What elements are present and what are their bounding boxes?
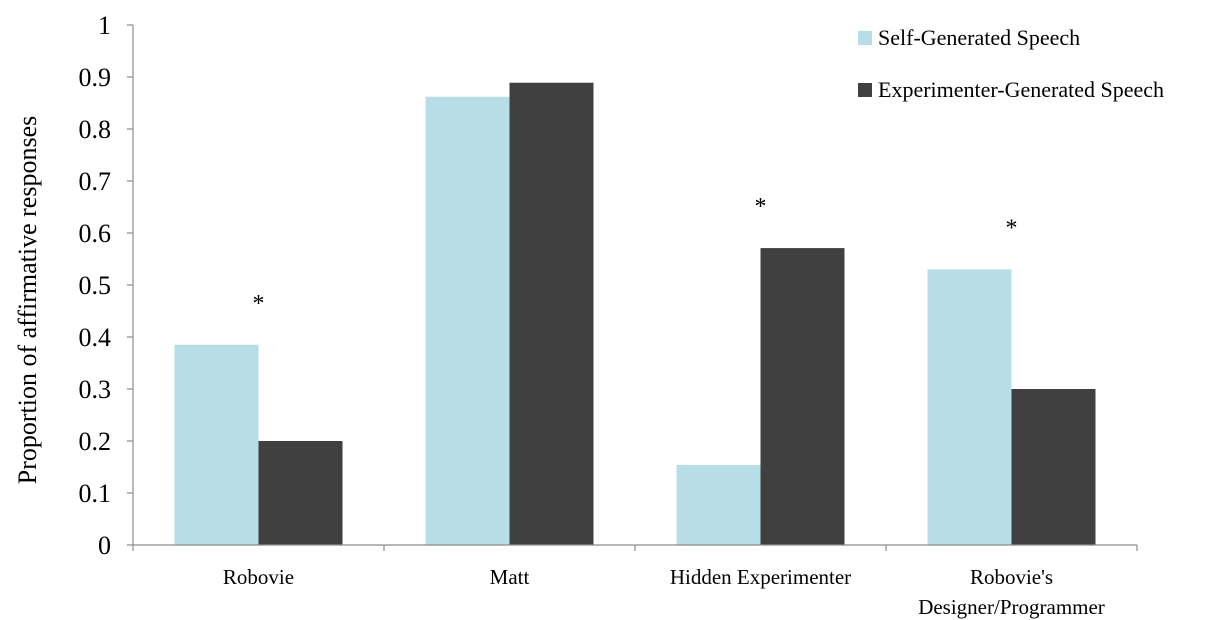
x-tick-label-line: Robovie's — [970, 565, 1053, 589]
x-tick-label: Matt — [490, 565, 530, 589]
x-tick-label: Robovie — [223, 565, 294, 589]
y-tick-label: 0.2 — [79, 427, 112, 456]
bar-experimenter-generated — [1011, 389, 1096, 545]
significance-asterisk: * — [755, 194, 767, 220]
significance-asterisk: * — [253, 291, 265, 317]
x-tick-label: Robovie's Designer/Programmer — [918, 565, 1105, 619]
y-axis: 0 0.1 0.2 0.3 0.4 0.5 0.6 0.7 0.8 0.9 1 — [79, 11, 134, 560]
x-tick-label-line: Matt — [490, 565, 530, 589]
bar-self-generated — [425, 96, 510, 545]
significance-markers: * * * — [253, 194, 1018, 317]
y-tick-label: 1 — [98, 11, 111, 40]
y-tick-label: 0.1 — [79, 479, 112, 508]
y-tick-label: 0.3 — [79, 375, 112, 404]
bar-self-generated — [927, 269, 1012, 545]
y-tick-label: 0.5 — [79, 271, 112, 300]
bar-self-generated — [676, 464, 761, 545]
x-axis: Robovie Matt Hidden Experimenter Robovie's D… — [132, 544, 1138, 619]
bar-experimenter-generated — [258, 441, 343, 545]
x-tick-label-line: Robovie — [223, 565, 294, 589]
bar-experimenter-generated — [760, 248, 845, 545]
legend-label: Experimenter-Generated Speech — [878, 77, 1164, 102]
y-tick-label: 0 — [98, 531, 111, 560]
legend-swatch — [858, 83, 872, 97]
y-axis-label: Proportion of affirmative responses — [13, 116, 42, 485]
legend-swatch — [858, 31, 872, 45]
y-tick-label: 0.4 — [79, 323, 112, 352]
x-tick-label: Hidden Experimenter — [670, 565, 851, 589]
y-tick-label: 0.9 — [79, 63, 112, 92]
bar-self-generated — [174, 344, 259, 545]
y-tick-label: 0.6 — [79, 219, 112, 248]
legend-label: Self-Generated Speech — [878, 25, 1080, 50]
y-tick-label: 0.8 — [79, 115, 112, 144]
x-tick-label-line: Hidden Experimenter — [670, 565, 851, 589]
y-tick-label: 0.7 — [79, 167, 112, 196]
bar-experimenter-generated — [509, 82, 594, 545]
legend: Self-Generated Speech Experimenter-Genera… — [858, 25, 1164, 102]
bar-group — [174, 82, 1096, 545]
significance-asterisk: * — [1006, 215, 1018, 241]
x-tick-label-line: Designer/Programmer — [918, 595, 1105, 619]
